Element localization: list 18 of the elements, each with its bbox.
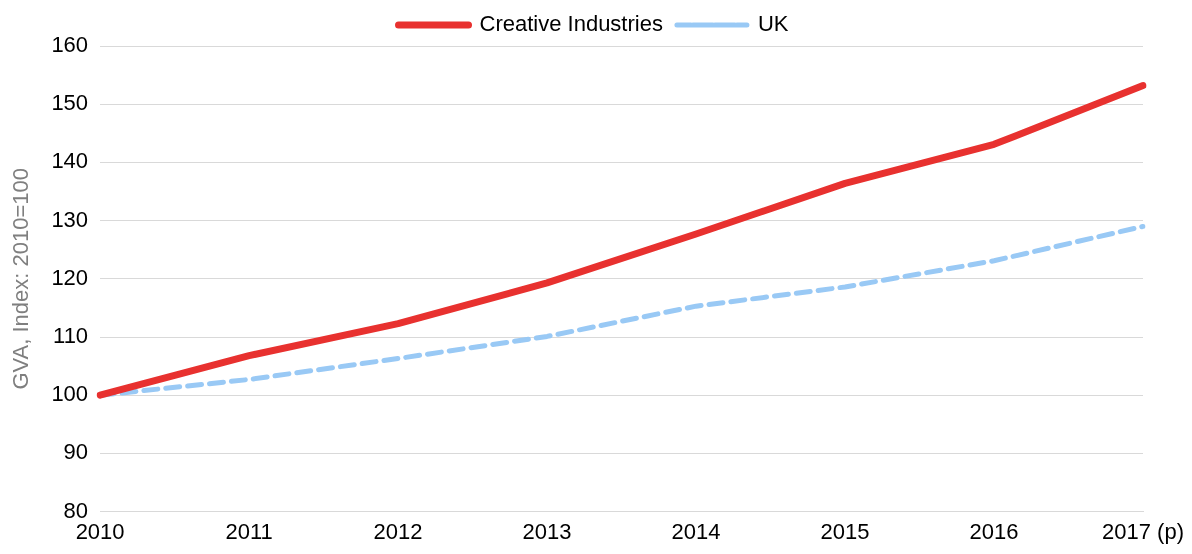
x-tick-label: 2015	[820, 518, 870, 544]
x-tick-label: 2013	[522, 518, 572, 544]
x-tick-label: 2017 (p)	[1102, 518, 1185, 544]
y-tick-label: 160	[51, 32, 89, 58]
x-tick-label: 2016	[969, 518, 1019, 544]
y-tick-label: 110	[53, 323, 89, 349]
legend-label: Creative Industries	[479, 11, 663, 37]
x-tick-label: 2011	[225, 518, 273, 544]
y-tick-label: 90	[63, 439, 89, 465]
y-tick-label: 140	[51, 148, 89, 174]
x-tick-label: 2012	[373, 518, 423, 544]
y-tick-label: 130	[51, 206, 89, 232]
y-tick-label: 150	[51, 90, 89, 116]
y-tick-label: 100	[51, 381, 89, 407]
legend-label: UK	[757, 11, 789, 37]
y-tick-label: 120	[51, 264, 89, 290]
y-axis-title: GVA, Index: 2010=100	[8, 168, 34, 390]
x-tick-label: 2014	[671, 518, 721, 544]
